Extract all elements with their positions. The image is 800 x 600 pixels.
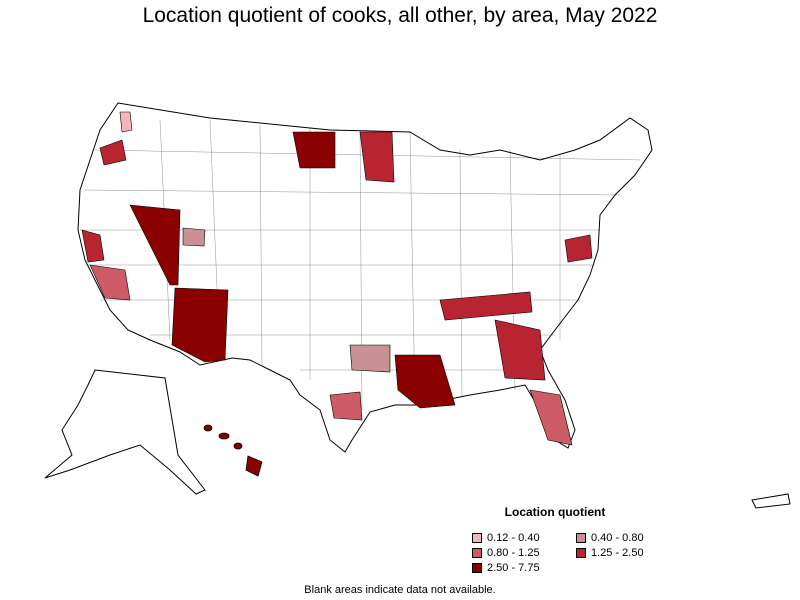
area-florida <box>529 389 573 446</box>
area-arizona <box>171 287 229 363</box>
area-oregon <box>99 139 127 166</box>
legend-swatch-2 <box>576 533 586 543</box>
legend-label-5: 2.50 - 7.75 <box>487 562 540 574</box>
area-oklahoma <box>349 344 391 373</box>
area-northern-california <box>81 229 105 263</box>
legend-item-4: 1.25 - 2.50 <box>576 547 644 559</box>
area-north-dakota <box>359 131 395 183</box>
legend-item-5: 2.50 - 7.75 <box>472 562 540 574</box>
area-louisiana <box>394 354 456 409</box>
legend-item-3: 0.80 - 1.25 <box>472 547 540 559</box>
puerto-rico-outline <box>751 493 791 509</box>
legend-swatch-1 <box>472 533 482 543</box>
legend-swatch-3 <box>472 548 482 558</box>
area-maryland <box>564 234 593 263</box>
legend-label-2: 0.40 - 0.80 <box>591 532 644 544</box>
area-washington <box>119 111 133 133</box>
legend-item-2: 0.40 - 0.80 <box>576 532 644 544</box>
area-montana <box>292 131 336 169</box>
legend-label-4: 1.25 - 2.50 <box>591 547 644 559</box>
legend-swatch-4 <box>576 548 586 558</box>
shaded-areas <box>81 111 593 446</box>
legend-label-3: 0.80 - 1.25 <box>487 547 540 559</box>
area-colorado <box>182 227 206 247</box>
area-texas <box>329 391 363 421</box>
legend-label-1: 0.12 - 0.40 <box>487 532 540 544</box>
area-southern-california <box>89 264 131 301</box>
alaska-outline <box>44 369 206 495</box>
area-tennessee <box>439 291 533 321</box>
hawaii-islands <box>203 424 263 477</box>
legend-swatch-5 <box>472 563 482 573</box>
legend-title: Location quotient <box>504 505 606 519</box>
map-title: Location quotient of cooks, all other, b… <box>142 4 658 27</box>
footnote: Blank areas indicate data not available. <box>304 584 496 596</box>
area-georgia <box>494 319 546 381</box>
area-nevada <box>129 204 181 286</box>
legend-item-1: 0.12 - 0.40 <box>472 532 540 544</box>
